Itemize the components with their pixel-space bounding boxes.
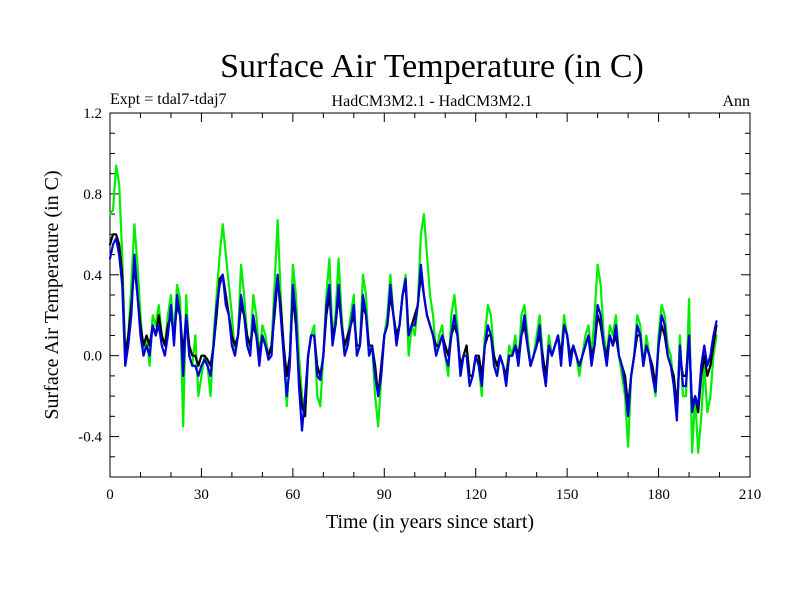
x-tick-label: 210 <box>739 487 762 503</box>
x-tick-label: 30 <box>194 487 209 503</box>
x-tick-label: 120 <box>464 487 487 503</box>
x-tick-labels: 0 30 60 90 120 150 180 210 <box>106 487 761 503</box>
x-tick-label: 180 <box>647 487 670 503</box>
y-tick-labels: -0.4 0.0 0.4 0.8 1.2 <box>78 106 102 446</box>
x-tick-label: 60 <box>285 487 300 503</box>
y-tick-label: -0.4 <box>78 430 102 446</box>
chart-subtitle-models: HadCM3M2.1 - HadCM3M2.1 <box>332 93 533 110</box>
y-axis-label: Surface Air Temperature (in C) <box>41 170 63 419</box>
x-tick-label: 90 <box>377 487 392 503</box>
x-tick-label: 0 <box>106 487 114 503</box>
series-lines <box>108 164 718 454</box>
chart-subtitle-season: Ann <box>722 93 750 110</box>
y-tick-label: 1.2 <box>83 106 102 122</box>
y-tick-label: 0.0 <box>83 349 102 365</box>
series-line-green <box>108 164 718 454</box>
axis-ticks <box>109 112 751 478</box>
chart-subtitle-experiment: Expt = tdal7-tdaj7 <box>110 91 227 108</box>
series-line-blue <box>108 237 718 432</box>
x-axis-label: Time (in years since start) <box>326 511 534 533</box>
y-tick-label: 0.4 <box>83 268 102 284</box>
y-tick-label: 0.8 <box>83 187 102 203</box>
chart-title: Surface Air Temperature (in C) <box>220 48 644 85</box>
x-tick-label: 150 <box>556 487 579 503</box>
